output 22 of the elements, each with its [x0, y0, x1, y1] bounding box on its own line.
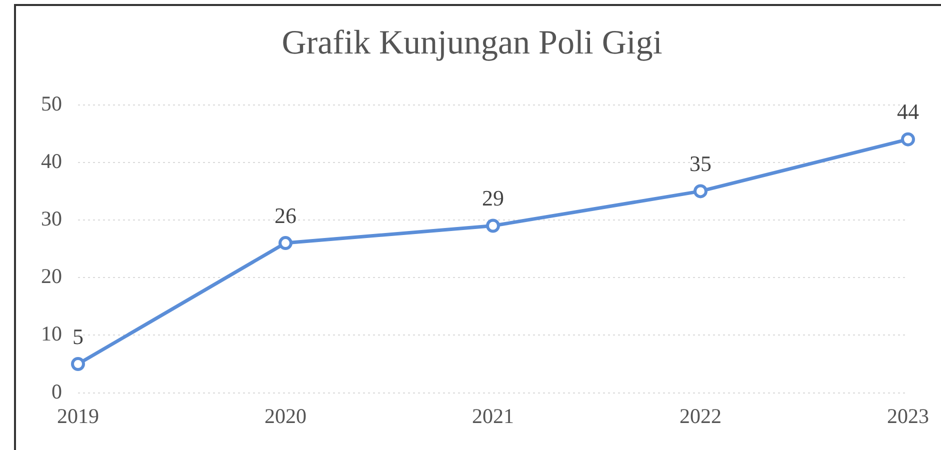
point	[486, 218, 500, 233]
data-label: 44	[897, 99, 919, 124]
x-tick-label: 2020	[264, 404, 306, 428]
x-tick-label: 2023	[887, 404, 929, 428]
data-label: 5	[72, 324, 84, 349]
x-tick-label: 2022	[680, 404, 722, 428]
y-tick-label: 10	[41, 322, 62, 346]
y-tick-label: 50	[41, 91, 62, 116]
data-label: 26	[274, 202, 296, 228]
point	[71, 357, 85, 371]
y-tick-label: 20	[41, 264, 62, 288]
y-tick-label: 0	[52, 379, 62, 404]
x-tick-label: 2021	[472, 404, 514, 428]
point	[694, 184, 708, 198]
data-label: 35	[690, 150, 712, 176]
y-tick-label: 30	[41, 206, 62, 231]
chart-title: Grafik Kunjungan Poli Gigi	[282, 24, 662, 62]
data-label: 29	[482, 186, 504, 211]
y-tick-label: 40	[41, 148, 62, 173]
point	[901, 132, 915, 146]
x-tick-label: 2019	[57, 404, 99, 428]
point	[278, 236, 292, 250]
